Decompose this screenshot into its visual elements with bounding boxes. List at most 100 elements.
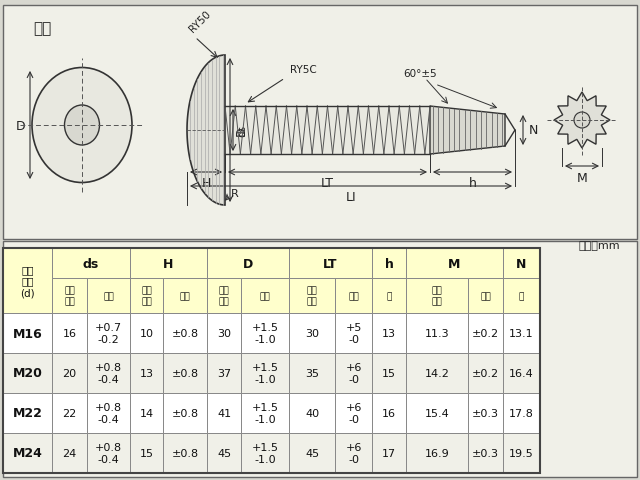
Bar: [468, 353, 503, 393]
Text: +6
-0: +6 -0: [346, 362, 362, 384]
Bar: [503, 249, 540, 278]
Bar: [335, 313, 372, 353]
Bar: [87, 353, 130, 393]
Text: 60°±5: 60°±5: [403, 69, 437, 79]
Text: 16: 16: [63, 328, 77, 338]
Text: RY50: RY50: [188, 9, 212, 34]
Text: +1.5
-1.0: +1.5 -1.0: [252, 442, 278, 464]
Bar: [241, 278, 289, 313]
Bar: [207, 433, 241, 473]
Text: ±0.8: ±0.8: [172, 368, 198, 378]
Text: ±0.3: ±0.3: [472, 408, 499, 418]
Bar: [372, 278, 406, 313]
Text: 螺栓: 螺栓: [33, 21, 51, 36]
Bar: [335, 278, 372, 313]
Bar: [52, 249, 130, 278]
Bar: [406, 393, 468, 433]
Polygon shape: [554, 93, 610, 149]
Bar: [372, 433, 406, 473]
Text: ±0.8: ±0.8: [172, 328, 198, 338]
Text: 41: 41: [217, 408, 231, 418]
Bar: [503, 353, 540, 393]
Bar: [468, 313, 503, 353]
Bar: [3, 249, 52, 313]
Bar: [130, 433, 163, 473]
Bar: [163, 433, 207, 473]
Text: 公差: 公差: [260, 291, 270, 300]
Text: 單位：mm: 單位：mm: [579, 240, 620, 251]
Bar: [372, 249, 406, 278]
Text: 14.2: 14.2: [424, 368, 449, 378]
Text: 標稱
直徑
(d): 標稱 直徑 (d): [20, 264, 35, 298]
Text: N: N: [529, 124, 538, 137]
Text: 17: 17: [382, 448, 396, 458]
Bar: [503, 278, 540, 313]
Bar: [3, 241, 637, 477]
Bar: [3, 6, 637, 240]
Bar: [130, 278, 163, 313]
Text: M: M: [577, 172, 588, 185]
Bar: [3, 353, 52, 393]
Bar: [406, 433, 468, 473]
Text: M16: M16: [13, 327, 42, 340]
Bar: [468, 433, 503, 473]
Text: 15.4: 15.4: [424, 408, 449, 418]
Bar: [468, 278, 503, 313]
Text: 20: 20: [63, 368, 77, 378]
Bar: [406, 313, 468, 353]
Bar: [372, 353, 406, 393]
Bar: [3, 313, 52, 353]
Text: 基準
尺度: 基準 尺度: [219, 286, 229, 306]
Text: +6
-0: +6 -0: [346, 402, 362, 424]
Text: R: R: [231, 189, 239, 199]
Bar: [3, 249, 540, 473]
Text: 公差: 公差: [180, 291, 190, 300]
Text: 10: 10: [140, 328, 154, 338]
Text: 11.3: 11.3: [425, 328, 449, 338]
Ellipse shape: [32, 68, 132, 183]
Text: M22: M22: [13, 407, 42, 420]
Bar: [207, 313, 241, 353]
Text: M24: M24: [13, 446, 42, 459]
Bar: [241, 353, 289, 393]
Polygon shape: [187, 56, 225, 205]
Bar: [130, 393, 163, 433]
Bar: [207, 278, 241, 313]
Text: h: h: [385, 257, 394, 270]
Text: ±0.3: ±0.3: [472, 448, 499, 458]
Bar: [207, 353, 241, 393]
Bar: [163, 313, 207, 353]
Text: 基準
尺度: 基準 尺度: [141, 286, 152, 306]
Text: 40: 40: [305, 408, 319, 418]
Text: 基準
尺度: 基準 尺度: [431, 286, 442, 306]
Bar: [241, 313, 289, 353]
Text: ds: ds: [83, 257, 99, 270]
Text: 13.1: 13.1: [509, 328, 534, 338]
Bar: [406, 278, 468, 313]
Text: 16: 16: [382, 408, 396, 418]
Text: +5
-0: +5 -0: [346, 323, 362, 344]
Text: 35: 35: [305, 368, 319, 378]
Bar: [207, 393, 241, 433]
Text: H: H: [163, 257, 173, 270]
Bar: [241, 433, 289, 473]
Text: ±0.2: ±0.2: [472, 328, 499, 338]
Text: 公差: 公差: [103, 291, 114, 300]
Bar: [52, 313, 87, 353]
Text: 30: 30: [217, 328, 231, 338]
Bar: [3, 433, 52, 473]
Text: +0.8
-0.4: +0.8 -0.4: [95, 442, 122, 464]
Text: +0.8
-0.4: +0.8 -0.4: [95, 362, 122, 384]
Ellipse shape: [65, 106, 99, 146]
Text: ds: ds: [237, 125, 247, 137]
Bar: [289, 278, 335, 313]
Text: 13: 13: [382, 328, 396, 338]
Bar: [335, 353, 372, 393]
Text: +1.5
-1.0: +1.5 -1.0: [252, 362, 278, 384]
Bar: [468, 393, 503, 433]
Text: 15: 15: [382, 368, 396, 378]
Bar: [503, 433, 540, 473]
Bar: [225, 107, 430, 155]
Bar: [87, 393, 130, 433]
Text: 16.4: 16.4: [509, 368, 534, 378]
